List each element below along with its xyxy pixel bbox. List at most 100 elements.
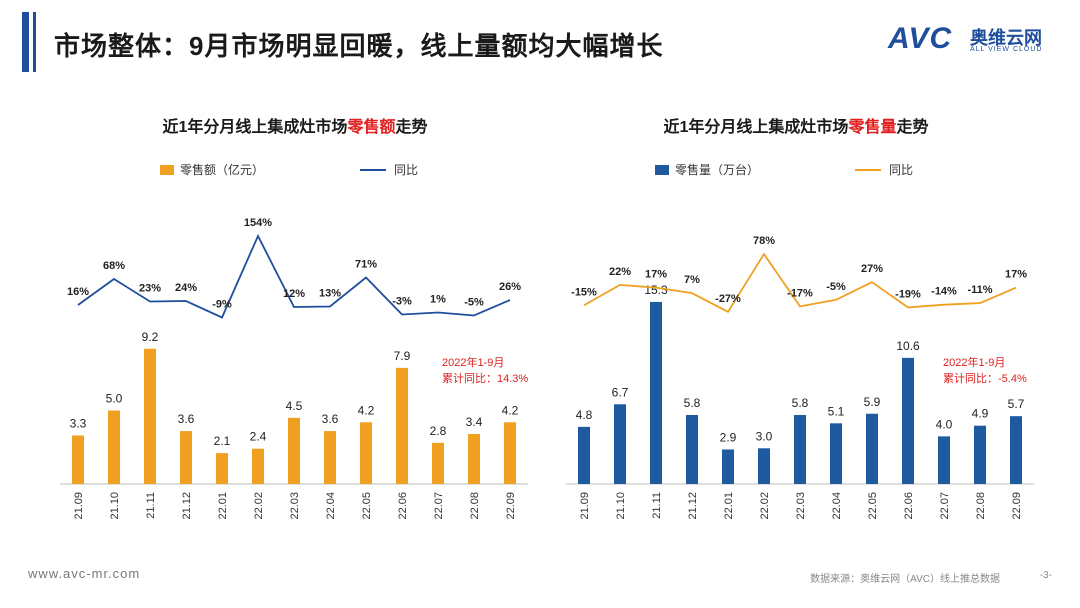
annotation-line2-1: 累计同比：14.3% [442,372,528,385]
x-tick-label: 21.10 [109,492,121,520]
yoy-label: 154% [244,217,272,229]
chart-title-1: 近1年分月线上集成灶市场零售额走势 [163,117,428,136]
logo-cn-text: 奥维云网 [970,28,1042,48]
bar-value-label: 15.3 [644,283,668,297]
yoy-label: -5% [464,297,484,309]
title-accent-bar [22,12,29,72]
x-tick-label: 22.09 [505,492,517,520]
bar-2-22.01 [722,449,734,484]
bar-value-label: 3.6 [322,412,339,426]
x-tick-label: 22.04 [831,492,843,520]
bar-value-label: 5.1 [828,404,845,418]
bar-value-label: 3.6 [178,412,195,426]
x-tick-label: 22.03 [795,492,807,520]
bar-2-22.04 [830,423,842,484]
yoy-line-2 [583,252,1017,314]
chart-title-2: 近1年分月线上集成灶市场零售量走势 [664,117,929,136]
x-tick-label: 21.09 [579,492,591,520]
legend-bar-label-2: 零售量（万台） [675,162,759,177]
legend-bar-swatch-1 [160,165,174,175]
title-accent-bar-thin [33,12,36,72]
x-tick-label: 21.12 [181,492,193,520]
bar-value-label: 9.2 [142,330,159,344]
yoy-label: 1% [430,294,446,306]
yoy-label: -19% [895,288,921,300]
bar-value-label: 3.4 [466,415,483,429]
bar-2-21.10 [614,404,626,484]
x-tick-label: 22.02 [253,492,265,520]
x-tick-label: 22.07 [939,492,951,520]
yoy-label: 17% [645,269,667,281]
x-tick-label: 21.09 [73,492,85,520]
x-tick-label: 22.09 [1011,492,1023,520]
bar-value-label: 4.2 [358,403,375,417]
bar-1-22.05 [360,422,372,484]
bar-value-label: 4.9 [972,407,989,421]
yoy-label: -27% [715,293,741,305]
bar-value-label: 3.0 [756,429,773,443]
bar-value-label: 5.9 [864,395,881,409]
logo-en-text: ALL VIEW CLOUD [970,46,1043,53]
logo-avc-text: AVC [888,22,953,55]
annotation-line1-1: 2022年1-9月 [442,355,504,369]
bar-2-22.03 [794,414,806,484]
bar-1-22.07 [432,442,444,484]
yoy-label: -9% [212,299,232,311]
x-tick-label: 22.01 [217,492,229,520]
x-tick-label: 22.07 [433,492,445,520]
x-tick-label: 22.05 [361,492,373,520]
page-number: -3- [1039,570,1052,581]
bar-2-22.02 [758,448,770,484]
bar-value-label: 2.9 [720,430,737,444]
yoy-label: -11% [967,284,992,296]
bar-value-label: 4.0 [936,417,953,431]
yoy-label: 7% [684,274,700,286]
bar-value-label: 5.7 [1008,397,1025,411]
bar-2-21.11 [650,301,662,484]
yoy-label: -17% [787,287,813,299]
x-tick-label: 21.10 [615,492,627,520]
bar-value-label: 2.4 [250,430,267,444]
x-tick-label: 22.08 [469,492,481,520]
x-tick-label: 22.04 [325,492,337,520]
bar-1-22.06 [396,367,408,484]
annotation-line1-2: 2022年1-9月 [943,355,1005,369]
legend-line-label-2: 同比 [889,163,913,177]
yoy-line-1 [77,233,511,319]
bar-value-label: 7.9 [394,349,411,363]
footer-url[interactable]: www.avc-mr.com [28,566,141,581]
bar-2-22.07 [938,436,950,484]
bar-1-22.04 [324,431,336,484]
yoy-label: -15% [571,286,597,298]
x-tick-label: 22.01 [723,492,735,520]
bar-1-22.02 [252,448,264,484]
bar-2-22.05 [866,413,878,484]
avc-logo: AVC 奥维云网 ALL VIEW CLOUD [888,22,1052,62]
yoy-label: -14% [931,286,957,298]
x-tick-label: 22.06 [903,492,915,520]
bar-1-22.09 [504,422,516,484]
yoy-label: 16% [67,286,89,298]
x-tick-label: 22.08 [975,492,987,520]
yoy-label: -3% [392,296,412,308]
x-tick-label: 22.05 [867,492,879,520]
bar-1-22.08 [468,434,480,484]
legend-bar-swatch-2 [655,165,669,175]
yoy-label: 68% [103,260,125,272]
bar-value-label: 6.7 [612,385,629,399]
bar-1-22.03 [288,417,300,484]
bar-value-label: 4.8 [576,408,593,422]
yoy-label: 12% [283,288,305,300]
yoy-label: 17% [1005,269,1027,281]
x-tick-label: 21.11 [651,492,663,519]
yoy-label: 23% [139,283,161,295]
page-title: 市场整体：9月市场明显回暖，线上量额均大幅增长 [54,31,664,61]
x-tick-label: 21.11 [145,492,157,519]
bar-value-label: 2.8 [430,424,447,438]
yoy-label: 26% [499,281,521,293]
yoy-label: 13% [319,288,341,300]
x-tick-label: 22.03 [289,492,301,520]
annotation-line2-2: 累计同比：-5.4% [943,372,1027,385]
yoy-label: -5% [826,281,846,293]
